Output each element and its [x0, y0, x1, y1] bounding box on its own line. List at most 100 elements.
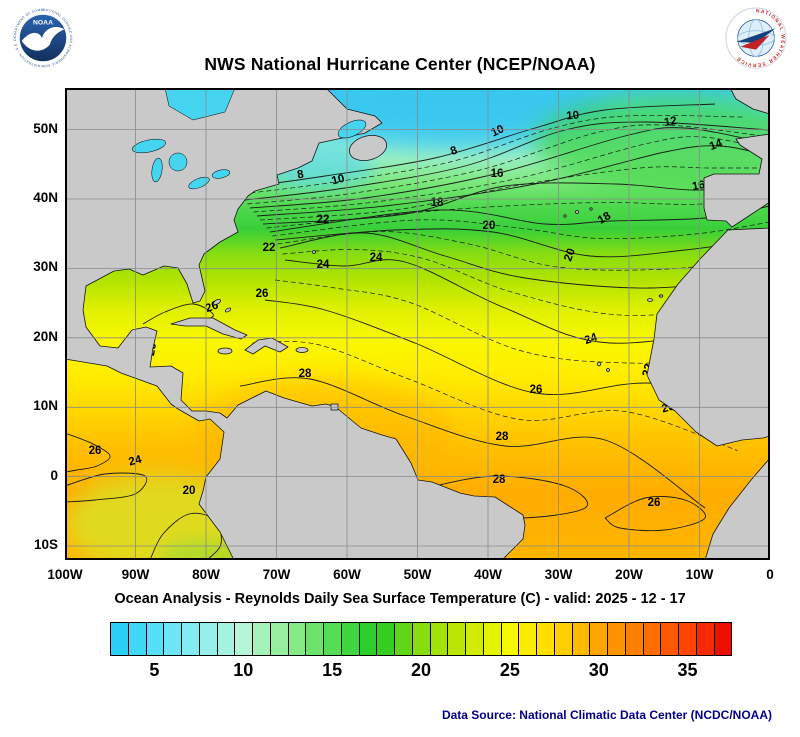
land-west-africa: [646, 227, 770, 447]
land-americas: [65, 88, 526, 560]
isotherm-10: [244, 121, 770, 201]
sst-analysis-map: 8 10 8 10 10 12 14 16 16 18 18 20 20 22 22 24 24 26 26 26 28…: [65, 88, 770, 560]
lake-huron: [168, 152, 188, 172]
contour-label-28: 28: [493, 474, 506, 486]
lake-superior: [132, 138, 166, 154]
gulf-of-st-lawrence: [337, 119, 367, 139]
island-cape-verde-2: [606, 368, 610, 372]
contour-label-16: 16: [491, 168, 504, 180]
colorbar-cell: [466, 623, 484, 655]
colorbar-cell: [608, 623, 626, 655]
island-cape-verde: [596, 361, 602, 367]
contour-label-10: 10: [566, 109, 580, 122]
contour-label-26: 26: [648, 497, 661, 509]
lat-lon-grid: [65, 88, 770, 560]
colorbar-cell: [199, 623, 218, 655]
contour-label-8: 8: [449, 144, 460, 158]
lake-michigan: [151, 157, 163, 183]
xtick-70W: 70W: [262, 567, 291, 582]
xtick-10W: 10W: [685, 567, 714, 582]
contour-label-18: 18: [431, 197, 444, 209]
xtick-20W: 20W: [615, 567, 643, 582]
colorbar-cell: [324, 623, 342, 655]
page-title: NWS National Hurricane Center (NCEP/NOAA…: [204, 54, 596, 74]
isotherm-8: [239, 103, 716, 189]
colorbar-cell: [696, 623, 715, 655]
isotherm-intermediate: [272, 219, 770, 240]
contour-label-26: 26: [89, 445, 102, 457]
island-azores-2: [589, 207, 593, 211]
contour-label-10: 10: [489, 123, 506, 139]
colorbar-cell: [519, 623, 537, 655]
contour-label-22: 22: [317, 214, 330, 226]
island-hispaniola: [244, 337, 289, 355]
map-area: 8 10 8 10 10 12 14 16 16 18 18 20 20 22 22 24 24 26 26 26 28…: [65, 88, 770, 560]
colorbar-cell: [253, 623, 271, 655]
colorbar-cell: [430, 623, 449, 655]
colorbar-cell: [679, 623, 697, 655]
contour-label-20: 20: [183, 485, 196, 497]
isotherm-16: [262, 179, 770, 225]
colorbar-tick-5: 5: [149, 660, 160, 680]
contour-label-24: 24: [370, 252, 383, 264]
ytick-10S: 10S: [33, 537, 58, 552]
isotherm-24: [65, 472, 148, 503]
xtick-0: 0: [766, 567, 774, 582]
colorbar-cell: [448, 623, 466, 655]
contour-label-10: 10: [330, 173, 345, 188]
colorbar-cell: [501, 623, 520, 655]
colorbar-cell: [643, 623, 662, 655]
xtick-90W: 90W: [121, 567, 150, 582]
xtick-80W: 80W: [192, 567, 220, 582]
colorbar-cell: [128, 623, 147, 655]
colorbar-ticks: 5 10 15 20 25 30 35: [110, 660, 732, 684]
contour-label-20: 20: [562, 247, 578, 263]
isotherm-26: [65, 432, 111, 473]
island-canaries: [647, 298, 653, 302]
lake-ontario: [211, 169, 231, 179]
isotherm-22: [279, 232, 770, 289]
land-france-iberia: [703, 133, 770, 228]
map-frame: [65, 88, 770, 560]
colorbar-cell: [111, 623, 129, 655]
inland-waters: [132, 88, 367, 190]
temperature-colorbar: [110, 622, 732, 656]
nws-logo: NATIONAL WEATHER SERVICE: [725, 7, 787, 69]
hudson-bay: [164, 88, 236, 121]
isotherm-intermediate: [274, 279, 770, 364]
colorbar-cell: [341, 623, 360, 655]
nws-bird-wing-icon: [740, 35, 770, 50]
colorbar-cell: [306, 623, 324, 655]
colorbar-tick-35: 35: [677, 660, 698, 680]
analysis-caption: Ocean Analysis - Reynolds Daily Sea Surf…: [114, 591, 686, 607]
ytick-20N: 20N: [33, 328, 58, 344]
isotherm-26: [604, 495, 706, 532]
island-puerto-rico: [295, 347, 309, 353]
isotherm-intermediate: [282, 249, 770, 316]
island-bahamas-2: [224, 307, 232, 313]
colorbar-cell: [412, 623, 431, 655]
contour-label-26: 26: [530, 384, 543, 396]
island-cuba: [170, 317, 248, 340]
colorbar-cell: [483, 623, 502, 655]
contour-label-14: 14: [708, 137, 725, 153]
colorbar-cell: [590, 623, 608, 655]
isotherm-20: [274, 228, 770, 258]
contour-label-24: 24: [317, 259, 330, 271]
island-canaries-2: [658, 294, 664, 298]
colorbar-cell: [572, 623, 591, 655]
nws-bird-icon: [736, 28, 776, 43]
colorbar-cell: [377, 623, 395, 655]
land-england: [729, 88, 770, 115]
isotherm-intermediate: [247, 124, 770, 205]
noaa-wordmark: NOAA: [33, 19, 53, 26]
colorbar-cell: [661, 623, 679, 655]
contour-label-28: 28: [299, 368, 312, 380]
colorbar-cell: [554, 623, 573, 655]
colorbar-cell: [359, 623, 378, 655]
ytick-0: 0: [50, 467, 58, 483]
contour-label-22: 22: [263, 242, 276, 254]
xtick-30W: 30W: [544, 567, 573, 582]
colorbar-cell: [146, 623, 165, 655]
